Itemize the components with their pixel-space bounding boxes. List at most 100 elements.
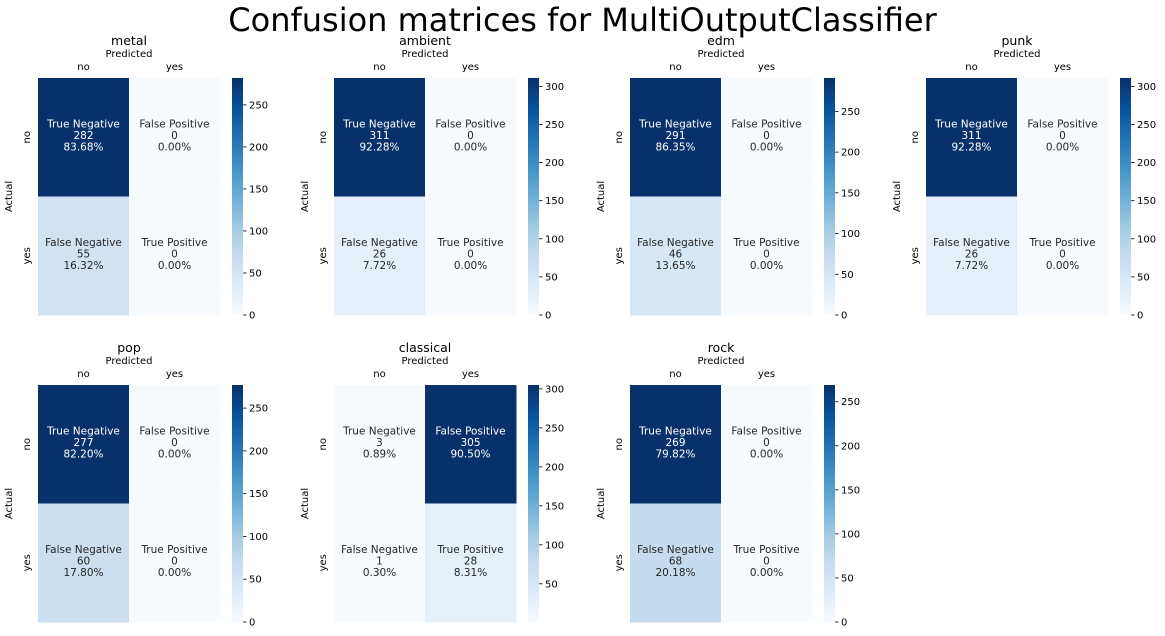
cell-percent-label: 0.00% [750, 141, 783, 153]
y-axis-label: Actual [4, 488, 15, 519]
x-tick-label: no [965, 62, 977, 73]
cell-percent-label: 86.35% [655, 141, 695, 153]
cell-name-label: False Negative [637, 237, 714, 249]
x-axis-label: Predicted [106, 49, 153, 60]
colorbar-tick-label: 150 [1137, 196, 1156, 207]
x-tick-label: no [373, 369, 385, 380]
cell-percent-label: 0.30% [363, 567, 396, 579]
y-axis-label: Actual [4, 181, 15, 212]
cell-name-label: True Negative [46, 118, 120, 130]
y-axis-label: Actual [596, 181, 607, 212]
heatmap-cell [926, 78, 1018, 197]
cell-count-label: 282 [73, 130, 93, 142]
colorbar-tick-label: 200 [841, 441, 860, 452]
colorbar [528, 78, 539, 315]
y-axis-label: Actual [300, 488, 311, 519]
x-axis-label: Predicted [994, 49, 1041, 60]
cell-name-label: False Positive [435, 425, 505, 437]
cell-percent-label: 13.65% [655, 260, 695, 272]
x-tick-label: yes [462, 369, 479, 380]
cell-percent-label: 16.32% [63, 260, 103, 272]
heatmap-cell [721, 503, 813, 623]
heatmap-cell [1017, 78, 1109, 197]
cell-percent-label: 90.50% [450, 448, 490, 460]
cell-percent-label: 0.00% [750, 567, 783, 579]
x-tick-label: no [669, 369, 681, 380]
cell-percent-label: 7.72% [363, 260, 396, 272]
cell-count-label: 1 [376, 555, 383, 567]
cell-percent-label: 83.68% [63, 141, 103, 153]
colorbar-tick-label: 200 [1137, 158, 1156, 169]
cell-percent-label: 0.00% [1046, 260, 1079, 272]
colorbar-tick-label: 150 [249, 184, 268, 195]
heatmap-cell [721, 196, 813, 316]
colorbar-tick-label: 150 [249, 489, 268, 500]
cell-percent-label: 0.89% [363, 448, 396, 460]
y-axis-label: Actual [596, 488, 607, 519]
x-tick-label: no [77, 62, 89, 73]
colorbar-tick-label: 100 [249, 532, 268, 543]
y-tick-label: yes [614, 554, 625, 571]
colorbar-tick-label: 50 [841, 270, 854, 281]
x-axis-label: Predicted [402, 356, 449, 367]
colorbar [824, 385, 835, 622]
cell-percent-label: 20.18% [655, 567, 695, 579]
cell-count-label: 311 [369, 130, 389, 142]
colorbar-tick-label: 100 [841, 229, 860, 240]
cell-name-label: True Positive [436, 237, 503, 249]
colorbar-tick-label: 0 [249, 311, 255, 322]
heatmap-cell [38, 385, 130, 504]
y-tick-label: yes [22, 247, 33, 264]
heatmap-cell [129, 503, 221, 623]
cell-count-label: 0 [763, 555, 770, 567]
y-tick-label: no [22, 131, 33, 143]
cell-name-label: True Positive [732, 237, 799, 249]
subplot-title: edm [707, 33, 735, 48]
subplot-title: ambient [399, 33, 451, 48]
subplot-title: rock [708, 340, 735, 355]
colorbar-tick-label: 50 [545, 272, 558, 283]
y-tick-label: no [318, 438, 329, 450]
heatmap-cell [38, 196, 130, 316]
colorbar-tick-label: 250 [545, 423, 564, 434]
cell-percent-label: 0.00% [750, 448, 783, 460]
cell-count-label: 311 [961, 130, 981, 142]
x-tick-label: yes [462, 62, 479, 73]
cell-percent-label: 17.80% [63, 567, 103, 579]
colorbar-tick-label: 250 [1137, 120, 1156, 131]
cell-percent-label: 8.31% [454, 567, 487, 579]
heatmap-cell [630, 503, 722, 623]
cell-name-label: False Positive [1027, 118, 1097, 130]
cell-count-label: 3 [376, 437, 383, 449]
heatmap-cell [129, 196, 221, 316]
y-tick-label: no [22, 438, 33, 450]
cell-count-label: 28 [464, 555, 477, 567]
cell-count-label: 0 [467, 248, 474, 260]
cell-name-label: False Negative [45, 237, 122, 249]
y-tick-label: no [614, 438, 625, 450]
cell-count-label: 0 [171, 130, 178, 142]
colorbar-tick-label: 150 [841, 188, 860, 199]
heatmap-cell [630, 78, 722, 197]
colorbar-tick-label: 0 [1137, 311, 1143, 322]
cell-name-label: False Positive [731, 425, 801, 437]
cell-name-label: False Negative [341, 544, 418, 556]
colorbar-tick-label: 100 [545, 540, 564, 551]
colorbar-tick-label: 100 [841, 529, 860, 540]
colorbar-tick-label: 200 [545, 158, 564, 169]
cell-count-label: 0 [171, 437, 178, 449]
cell-name-label: True Positive [140, 237, 207, 249]
colorbar-tick-label: 150 [545, 501, 564, 512]
cell-count-label: 0 [171, 555, 178, 567]
heatmap-cell [1017, 196, 1109, 316]
cell-percent-label: 0.00% [158, 260, 191, 272]
cell-percent-label: 82.20% [63, 448, 103, 460]
cell-name-label: True Negative [638, 425, 712, 437]
colorbar-tick-label: 100 [249, 226, 268, 237]
